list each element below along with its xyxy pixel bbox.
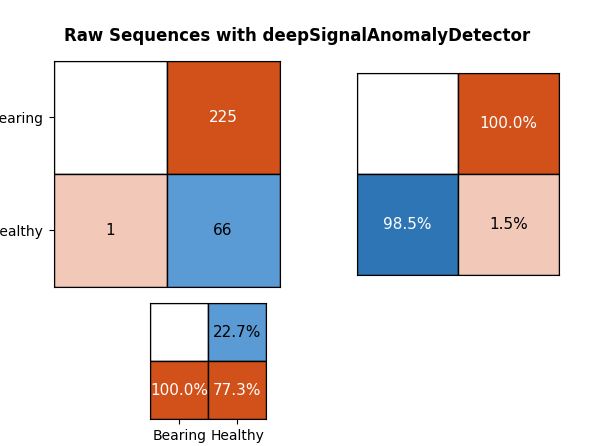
Bar bbox=[151, 303, 208, 361]
Text: 100.0%: 100.0% bbox=[151, 383, 208, 398]
Text: 1.5%: 1.5% bbox=[489, 217, 528, 232]
Bar bbox=[151, 361, 208, 419]
Text: 22.7%: 22.7% bbox=[213, 325, 261, 340]
Text: 100.0%: 100.0% bbox=[480, 116, 538, 131]
Text: Raw Sequences with deepSignalAnomalyDetector: Raw Sequences with deepSignalAnomalyDete… bbox=[64, 27, 531, 45]
Text: 98.5%: 98.5% bbox=[383, 217, 432, 232]
Bar bbox=[208, 303, 266, 361]
Bar bbox=[167, 61, 280, 174]
Text: 1: 1 bbox=[105, 223, 115, 238]
Bar bbox=[208, 361, 266, 419]
Text: 66: 66 bbox=[214, 223, 233, 238]
Bar bbox=[54, 61, 167, 174]
Text: 225: 225 bbox=[209, 110, 237, 125]
Bar bbox=[458, 73, 559, 174]
Bar bbox=[357, 73, 458, 174]
Bar bbox=[54, 174, 167, 287]
Text: 77.3%: 77.3% bbox=[213, 383, 261, 398]
Bar bbox=[458, 174, 559, 275]
Bar bbox=[167, 174, 280, 287]
Bar bbox=[357, 174, 458, 275]
